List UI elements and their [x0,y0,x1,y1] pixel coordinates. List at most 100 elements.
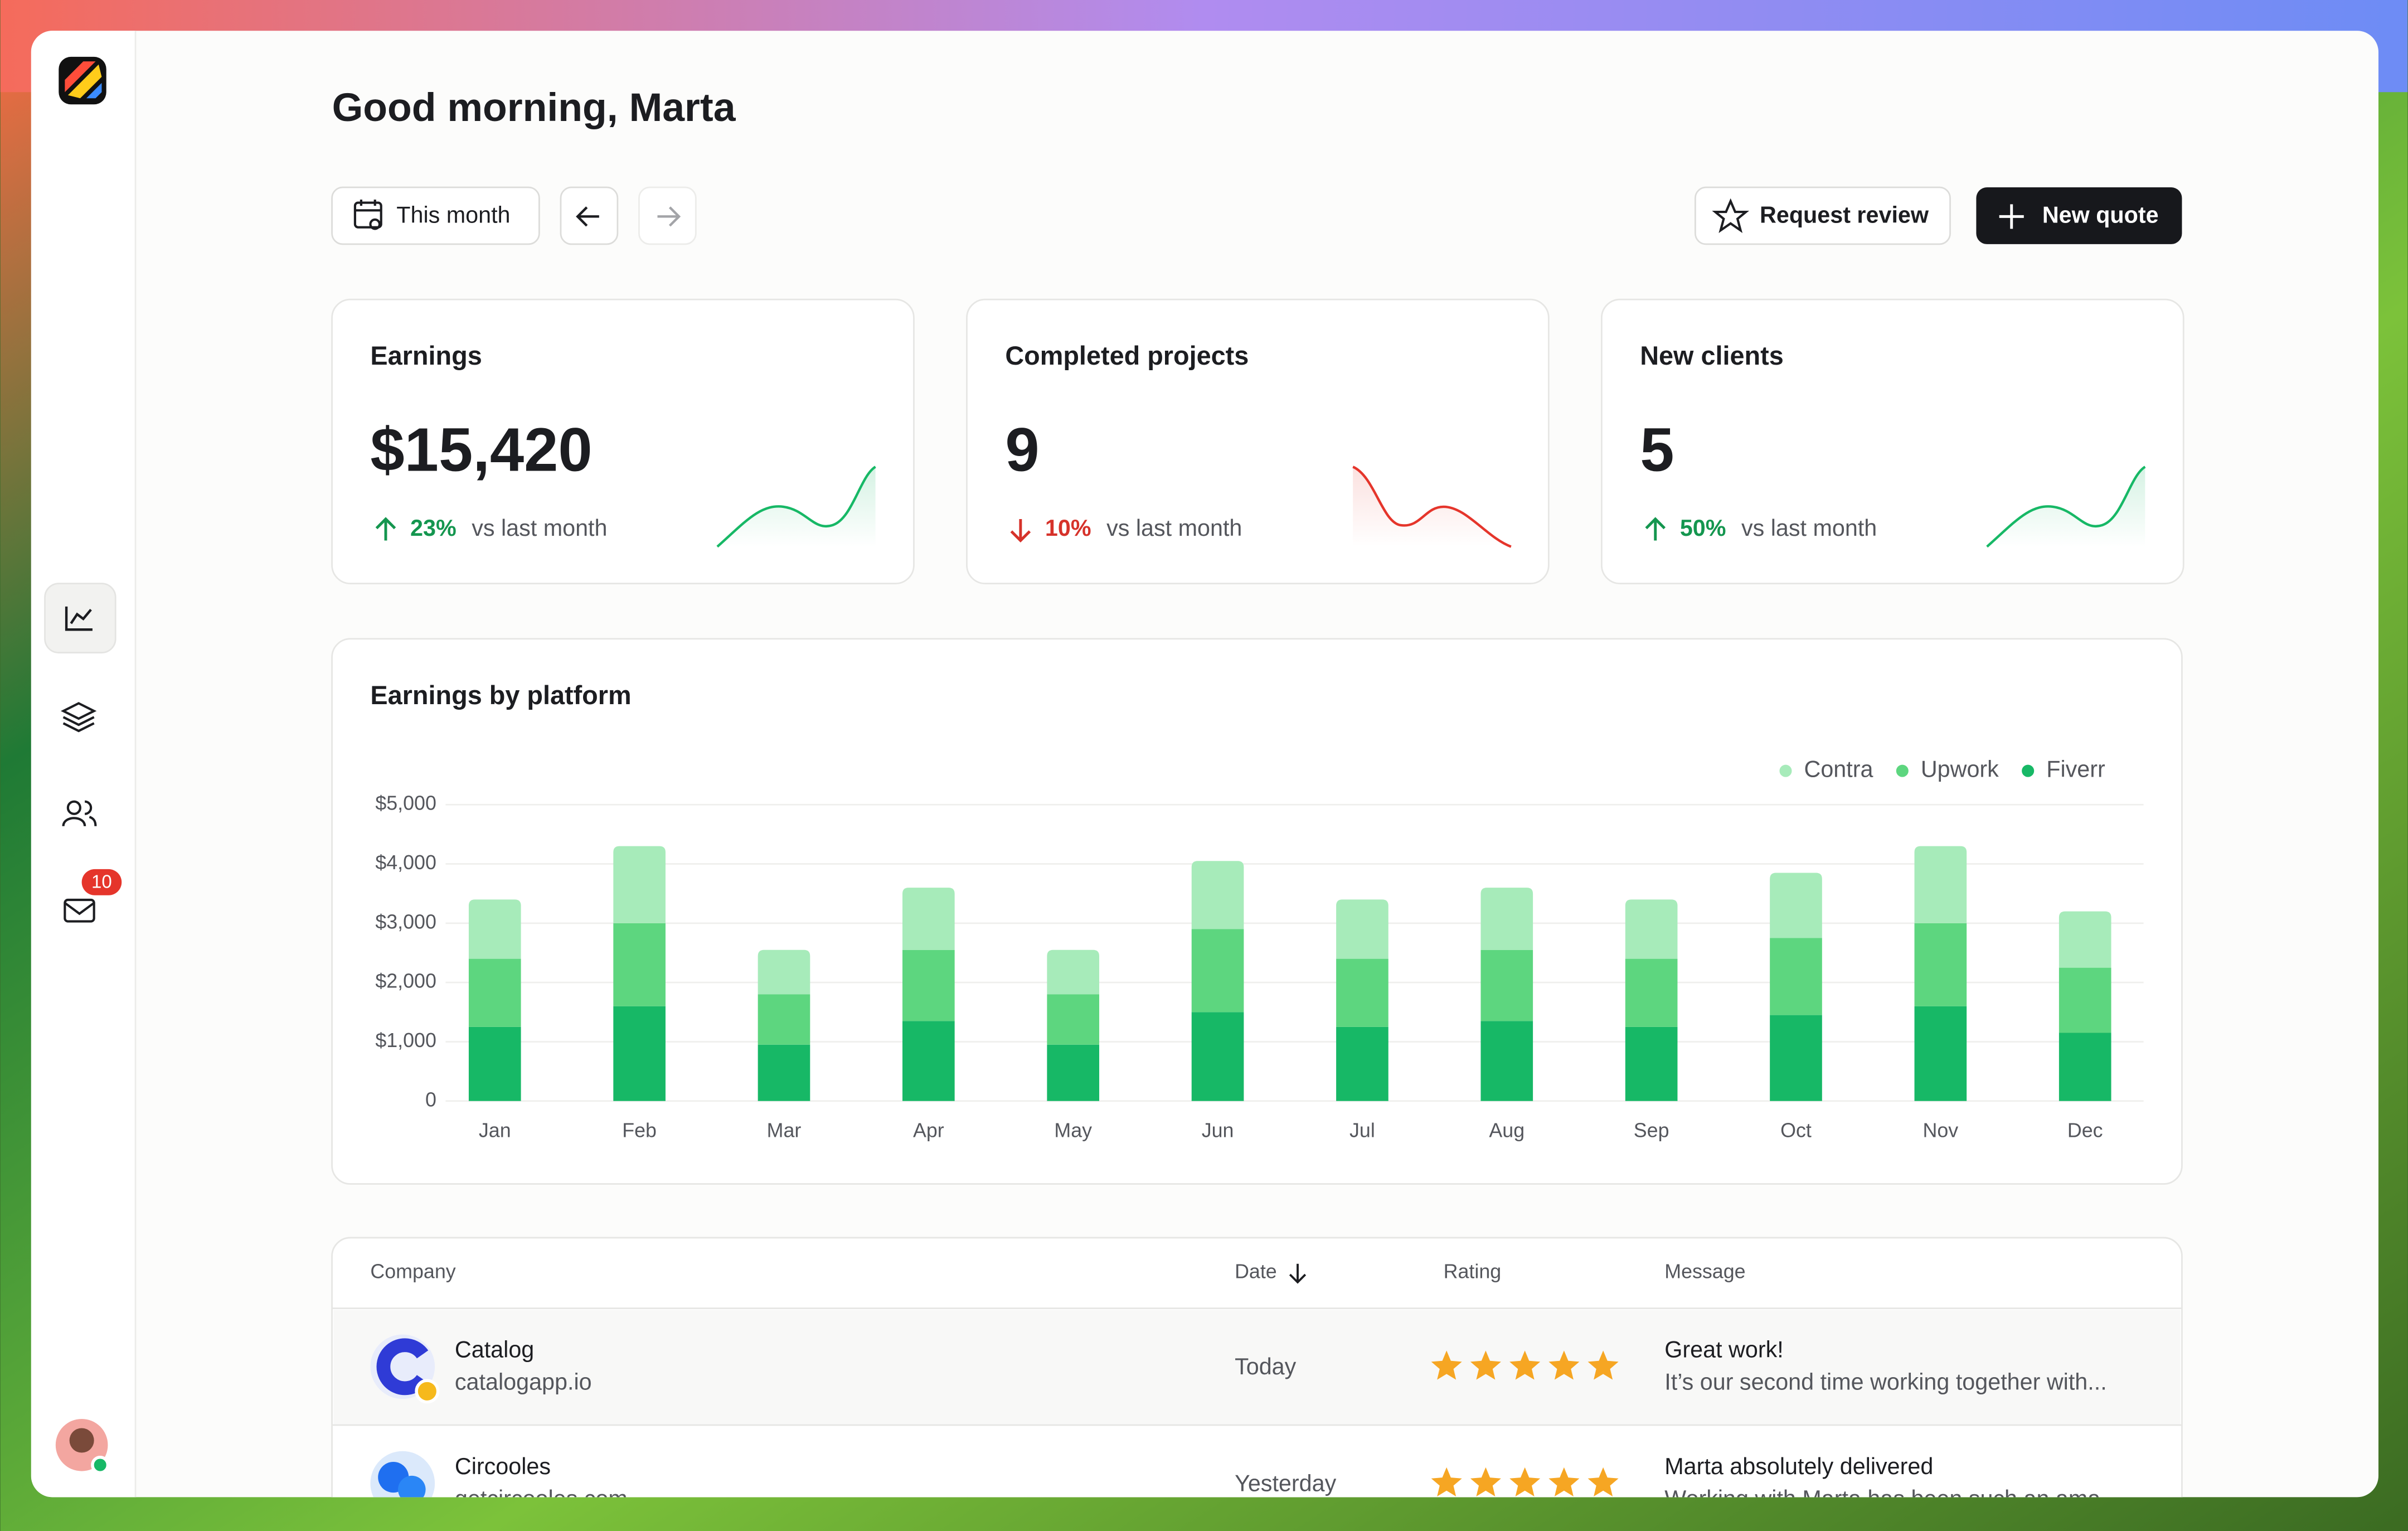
x-tick-label: Nov [1923,1119,1959,1141]
legend-swatch [2022,764,2035,777]
stat-title: Completed projects [1005,341,1249,370]
bar-segment [902,1021,955,1101]
stat-change: 10% [1045,515,1091,541]
y-tick-label: $2,000 [375,970,436,992]
star [1509,1350,1541,1380]
star-icon [1712,198,1750,234]
message-title: Great work! [1664,1337,1783,1363]
stat-value: $15,420 [370,415,592,484]
nav-projects[interactable] [60,702,97,733]
bar-segment [1191,929,1244,1012]
rating-stars [1431,1467,1619,1497]
column-header: Rating [1444,1261,1501,1283]
bar-segment [1336,899,1389,959]
bar-segment [1047,1044,1100,1101]
sparkline-area [1353,467,1511,547]
greeting: Good morning, Marta [332,85,736,130]
table-row[interactable] [333,1310,2181,1425]
x-tick-label: Oct [1780,1119,1812,1141]
sparkline [1352,466,1512,548]
bar-segment [1625,899,1678,959]
sparkline-area [1987,467,2145,547]
star [1431,1350,1462,1380]
bar-segment [1625,958,1678,1027]
bar-segment [902,949,955,1021]
calendar-icon [353,200,382,230]
date: Yesterday [1235,1470,1336,1496]
bar-segment [1914,923,1967,1006]
period-label: This month [396,202,510,227]
app-logo [59,56,106,105]
legend-swatch [1779,764,1792,777]
bar-segment [1336,958,1389,1027]
bar-segment [1770,873,1822,938]
x-tick-label: Mar [767,1119,802,1141]
bar-segment [1770,1015,1822,1101]
x-tick-label: May [1054,1119,1092,1141]
column-header[interactable]: Date [1235,1261,1277,1283]
bar-segment [468,1026,521,1101]
next-icon [657,206,681,227]
bar-segment [2059,1033,2111,1101]
bar-segment [1191,861,1244,929]
star [1509,1467,1541,1497]
y-tick-label: $1,000 [375,1029,436,1052]
nav-analytics-icon [65,606,93,631]
stat-value: 5 [1640,415,1674,484]
bar-segment [1914,1006,1967,1101]
stat-note: vs last month [472,515,607,541]
company-logo [370,1334,440,1404]
y-tick-label: $4,000 [375,851,436,874]
bar-segment [1480,1021,1533,1101]
y-tick-label: $3,000 [375,910,436,933]
x-tick-label: Sep [1634,1119,1669,1141]
bar-segment [758,949,810,995]
request-review-button[interactable] [1694,186,1951,245]
star [1548,1467,1580,1497]
legend-label: Upwork [1921,757,1999,782]
period-button[interactable] [331,186,540,245]
y-tick-label: 0 [425,1088,436,1111]
x-tick-label: Jun [1202,1119,1234,1141]
stat-title: New clients [1640,341,1784,370]
bar-segment [758,1044,810,1101]
nav-inbox[interactable] [64,898,95,923]
stat-title: Earnings [370,341,482,370]
new-quote-label: New quote [2042,202,2159,227]
rating-stars [1431,1350,1619,1380]
stat-card [966,298,1550,584]
bar-segment [2059,967,2111,1033]
column-header: Message [1664,1261,1745,1283]
new-quote-button[interactable] [1976,187,2182,244]
star [1587,1467,1619,1497]
star [1470,1350,1501,1380]
change-arrow [375,517,396,541]
bar-segment [613,923,666,1006]
bar-segment [1480,888,1533,950]
company-name: Circooles [455,1454,551,1479]
user-avatar[interactable] [55,1418,110,1475]
change-arrow [1645,517,1666,541]
message-preview: Working with Marta has been such an ama.… [1664,1486,2119,1511]
company-domain: getcircooles.com [455,1486,628,1511]
bar-segment [2059,911,2111,968]
sparkline-area [717,467,876,547]
x-tick-label: Dec [2067,1119,2103,1141]
bar-segment [1770,938,1822,1015]
change-arrow [1010,519,1031,543]
star [1587,1350,1619,1380]
bar-segment [1191,1012,1244,1101]
x-tick-label: Apr [913,1119,944,1141]
bar-segment [1047,949,1100,995]
notification-badge [81,869,122,895]
chart-card [331,638,2183,1185]
bar-segment [468,958,521,1027]
x-tick-label: Aug [1489,1119,1525,1141]
sparkline [716,466,876,548]
plus-icon [1999,204,2024,229]
nav-clients[interactable] [62,800,97,827]
request-review-label: Request review [1760,202,1929,227]
nav-analytics[interactable] [44,583,116,653]
bar-segment [758,994,810,1045]
